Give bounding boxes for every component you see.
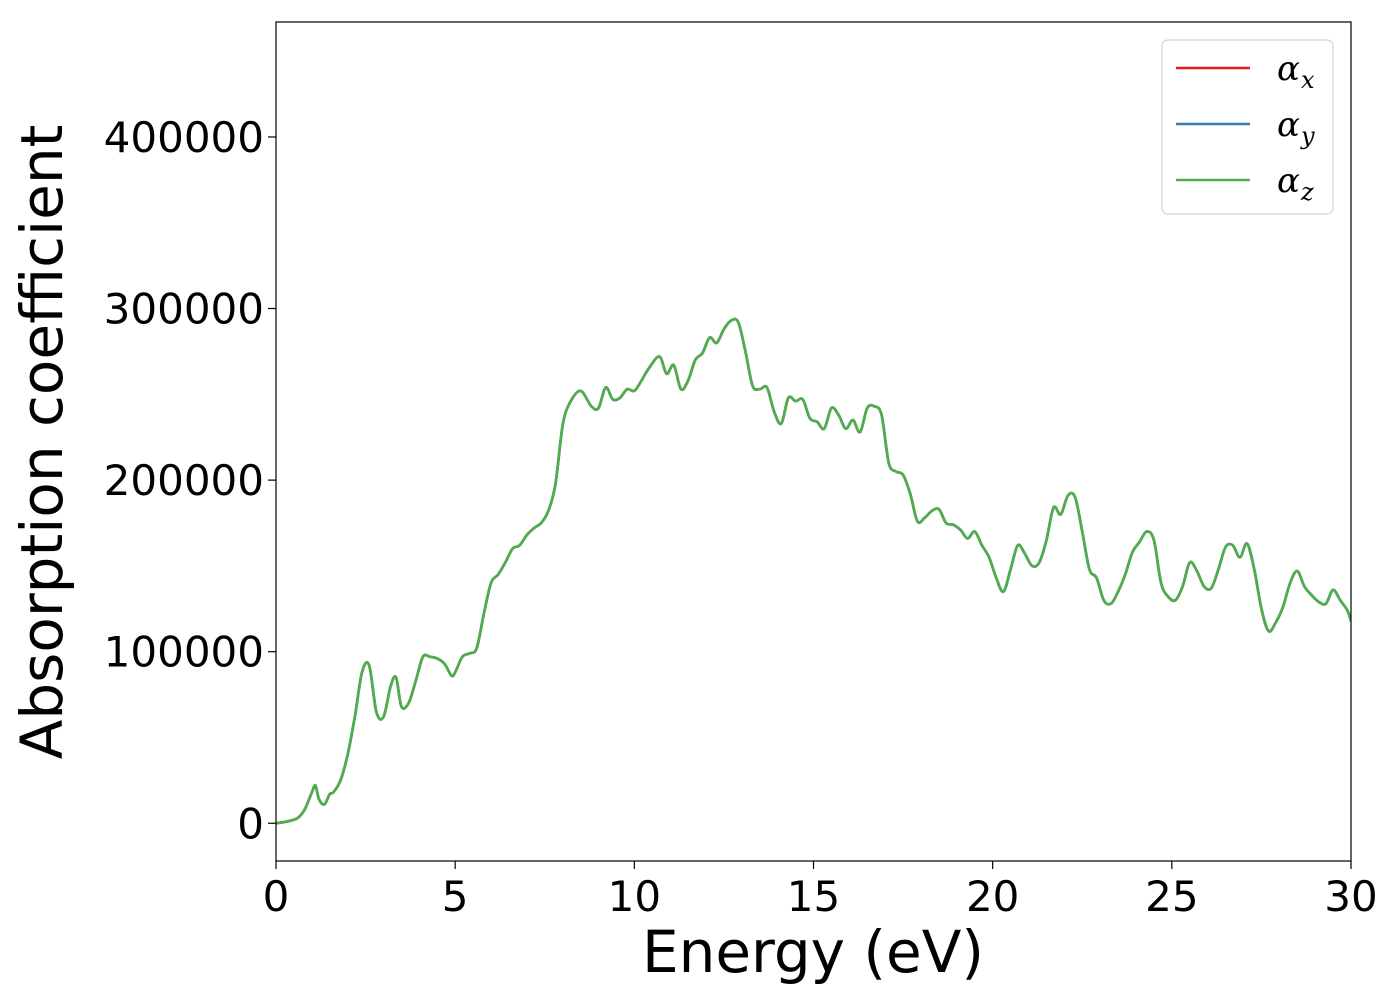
series-line-z [276,317,1351,825]
legend-label-x: αx [1277,49,1315,94]
legend-label-z: αz [1277,161,1314,206]
legend-label-subscript: x [1301,66,1315,94]
legend-box [1161,39,1334,215]
series-line-y [276,317,1351,825]
legend-label-y: αy [1277,105,1315,150]
y-tick-label: 400000 [104,113,264,162]
y-axis-ticks: 0 100000 200000 300000 400000 [104,113,276,848]
legend-label-subscript: z [1300,178,1314,206]
plot-frame [275,21,1352,862]
x-tick-label: 0 [263,872,290,921]
series-layer [276,317,1351,825]
x-axis-title: Energy (eV) [642,918,984,986]
x-tick-label: 10 [608,872,661,921]
x-tick-label: 20 [966,872,1019,921]
legend-label-base: α [1277,161,1300,201]
y-tick-label: 300000 [104,285,264,334]
legend-label-base: α [1277,49,1300,89]
x-tick-label: 25 [1145,872,1198,921]
x-tick-label: 30 [1324,872,1377,921]
y-axis-title: Absorption coefficient [8,125,76,760]
x-tick-label: 5 [442,872,469,921]
y-tick-label: 200000 [104,456,264,505]
legend-label-base: α [1277,105,1300,145]
x-tick-label: 15 [787,872,840,921]
y-tick-label: 0 [237,799,264,848]
y-tick-label: 100000 [104,628,264,677]
legend-label-subscript: y [1300,122,1315,150]
series-line-x [276,317,1351,825]
x-axis-ticks: 0 5 10 15 20 25 30 [263,861,1378,921]
